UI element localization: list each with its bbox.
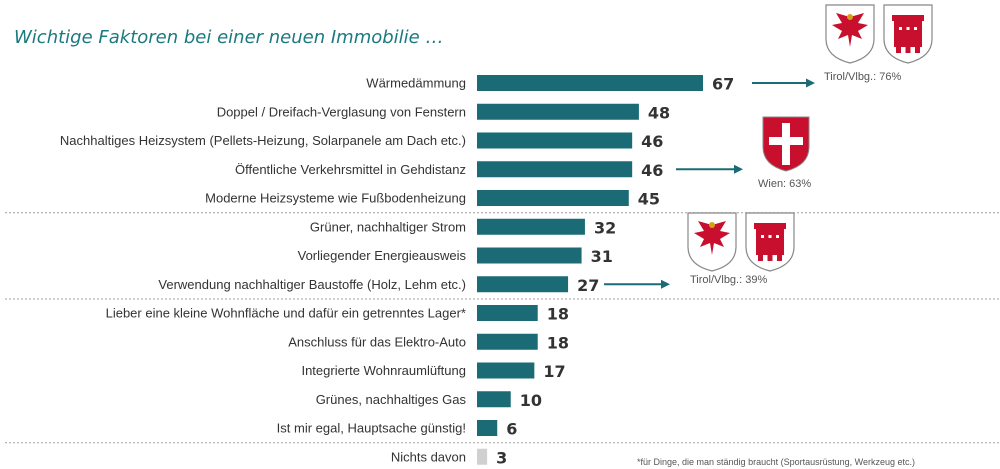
- callout-arrow-1: [676, 164, 743, 174]
- value-label-10: 17: [543, 362, 565, 381]
- footnote: *für Dinge, die man ständig braucht (Spo…: [637, 457, 915, 467]
- value-label-2: 46: [641, 132, 663, 151]
- category-label-10: Integrierte Wohnraumlüftung: [301, 363, 466, 378]
- value-label-1: 48: [648, 103, 670, 122]
- wien-crest-icon: [762, 116, 810, 172]
- category-label-7: Verwendung nachhaltiger Baustoffe (Holz,…: [158, 277, 466, 292]
- bars: [477, 75, 703, 465]
- value-label-0: 67: [712, 75, 734, 94]
- bar-6: [477, 247, 582, 264]
- category-label-2: Nachhaltiges Heizsystem (Pellets-Heizung…: [60, 133, 466, 148]
- callout-text-3: Tirol/Vlbg.: 39%: [690, 274, 768, 286]
- category-label-12: Ist mir egal, Hauptsache günstig!: [277, 421, 466, 436]
- callout-text-2: Wien: 63%: [758, 178, 812, 190]
- bar-0: [477, 75, 703, 91]
- value-label-7: 27: [577, 276, 599, 295]
- callout-crests-3: [685, 211, 797, 278]
- category-label-3: Öffentliche Verkehrsmittel in Gehdistanz: [235, 162, 466, 177]
- category-label-6: Vorliegender Energieausweis: [298, 248, 467, 263]
- callout-arrow-0: [752, 78, 815, 88]
- bar-7: [477, 276, 569, 293]
- category-label-1: Doppel / Dreifach-Verglasung von Fenster…: [217, 104, 466, 119]
- tirol-crest-icon: [687, 212, 737, 272]
- vorarlberg-crest-icon: [883, 4, 933, 64]
- category-label-9: Anschluss für das Elektro-Auto: [288, 334, 466, 349]
- value-label-5: 32: [594, 218, 616, 237]
- value-label-11: 10: [520, 391, 542, 410]
- bar-13: [477, 448, 488, 465]
- value-label-12: 6: [506, 420, 517, 439]
- group-dividers: [5, 212, 1000, 444]
- bar-4: [477, 190, 629, 206]
- callout-crests-2: [761, 115, 811, 178]
- bar-8: [477, 305, 538, 321]
- category-labels: Wärmedämmung Doppel / Dreifach-Verglasung…: [60, 76, 467, 465]
- tirol-crest-icon: [825, 4, 875, 64]
- category-label-8: Lieber eine kleine Wohnfläche und dafür …: [106, 306, 466, 321]
- category-label-0: Wärmedämmung: [366, 76, 466, 91]
- chart-title: Wichtige Faktoren bei einer neuen Immobi…: [14, 27, 444, 48]
- callout-arrow-2: [604, 279, 670, 289]
- value-label-6: 31: [591, 247, 613, 266]
- callout-crests-1: [823, 3, 935, 70]
- bar-5: [477, 218, 585, 235]
- bar-9: [477, 333, 538, 350]
- bar-11: [477, 391, 511, 408]
- vorarlberg-crest-icon: [745, 212, 795, 272]
- value-label-8: 18: [547, 305, 569, 324]
- category-label-13: Nichts davon: [391, 449, 466, 464]
- category-label-11: Grünes, nachhaltiges Gas: [316, 392, 467, 407]
- value-label-4: 45: [638, 190, 660, 209]
- category-label-5: Grüner, nachhaltiger Strom: [310, 219, 466, 234]
- callout-text-1: Tirol/Vlbg.: 76%: [824, 71, 902, 83]
- category-label-4: Moderne Heizsysteme wie Fußbodenheizung: [205, 191, 466, 206]
- bar-2: [477, 132, 633, 149]
- value-label-3: 46: [641, 161, 663, 180]
- value-label-9: 18: [547, 333, 569, 352]
- bar-3: [477, 161, 633, 178]
- callout-arrows: [604, 78, 815, 289]
- bar-1: [477, 103, 639, 120]
- bar-10: [477, 362, 535, 379]
- value-label-13: 3: [496, 448, 507, 467]
- bar-12: [477, 420, 498, 436]
